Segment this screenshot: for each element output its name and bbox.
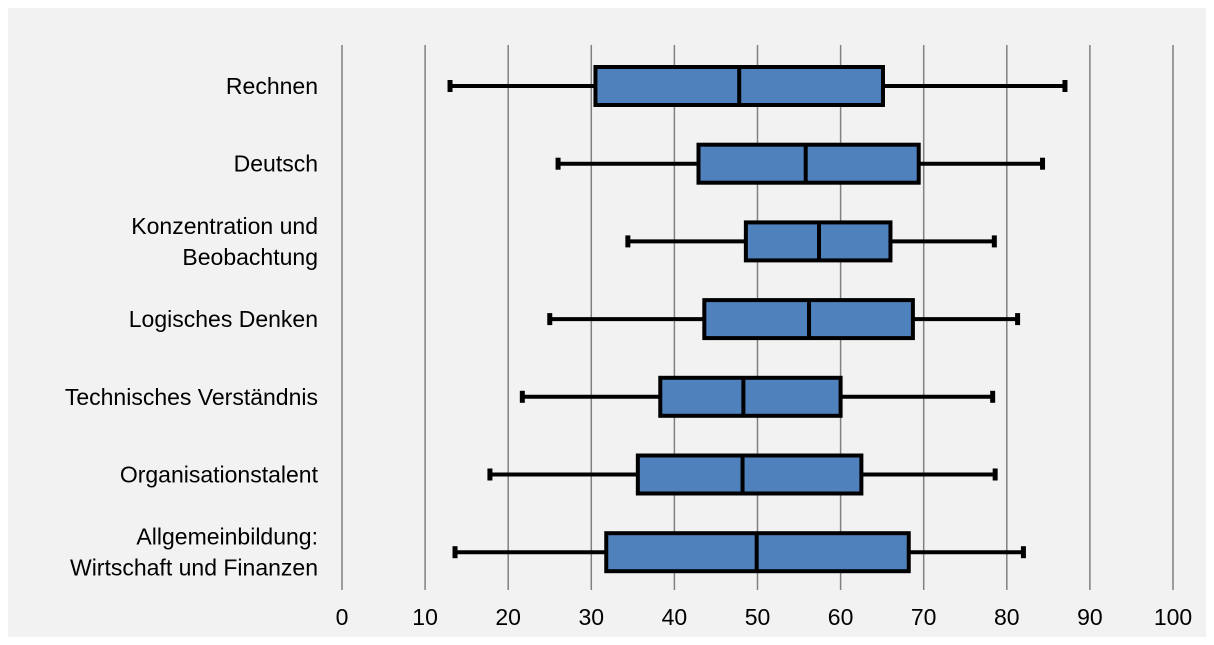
category-label-line: Allgemeinbildung: bbox=[136, 524, 318, 550]
x-tick-label: 60 bbox=[828, 604, 854, 630]
category-label: Rechnen bbox=[226, 73, 318, 99]
category-label-line: Konzentration und bbox=[131, 213, 318, 239]
box-row bbox=[547, 298, 1021, 341]
category-label: Deutsch bbox=[234, 151, 318, 177]
box-iqr bbox=[658, 375, 843, 418]
x-tick-label: 10 bbox=[412, 604, 438, 630]
box-row bbox=[452, 531, 1026, 574]
box-row bbox=[487, 453, 998, 496]
category-label: Organisationstalent bbox=[120, 462, 319, 488]
boxes-layer bbox=[447, 65, 1068, 574]
x-tick-label: 100 bbox=[1154, 604, 1192, 630]
box-row bbox=[555, 142, 1046, 185]
category-label-line: Deutsch bbox=[234, 151, 318, 177]
x-tick-label: 20 bbox=[495, 604, 521, 630]
x-tick-label: 0 bbox=[336, 604, 349, 630]
gridlines bbox=[341, 45, 1174, 590]
category-label-line: Technisches Verständnis bbox=[65, 384, 318, 410]
category-label-line: Beobachtung bbox=[182, 244, 318, 270]
x-tick-label: 80 bbox=[994, 604, 1020, 630]
category-label-line: Wirtschaft und Finanzen bbox=[70, 555, 318, 581]
category-label: Technisches Verständnis bbox=[65, 384, 318, 410]
x-tick-label: 50 bbox=[745, 604, 771, 630]
category-label-line: Rechnen bbox=[226, 73, 318, 99]
category-label: Logisches Denken bbox=[129, 306, 318, 332]
x-tick-label: 30 bbox=[579, 604, 605, 630]
category-label-line: Organisationstalent bbox=[120, 462, 319, 488]
box-row bbox=[447, 65, 1068, 107]
box-row bbox=[519, 375, 996, 418]
category-label: Allgemeinbildung: Wirtschaft und Finanzen bbox=[70, 524, 318, 581]
category-label: Konzentration und Beobachtung bbox=[131, 213, 318, 270]
category-labels: Rechnen Deutsch Konzentration und Beobachtu… bbox=[65, 73, 319, 581]
box-iqr bbox=[635, 453, 864, 496]
x-tick-label: 40 bbox=[662, 604, 688, 630]
x-tick-label: 70 bbox=[911, 604, 937, 630]
x-tick-label: 90 bbox=[1077, 604, 1103, 630]
x-axis-tick-labels: 0 10 20 30 40 50 60 70 80 90 100 bbox=[336, 604, 1193, 630]
box-row bbox=[625, 220, 997, 263]
category-label-line: Logisches Denken bbox=[129, 306, 318, 332]
box-iqr bbox=[696, 142, 921, 185]
